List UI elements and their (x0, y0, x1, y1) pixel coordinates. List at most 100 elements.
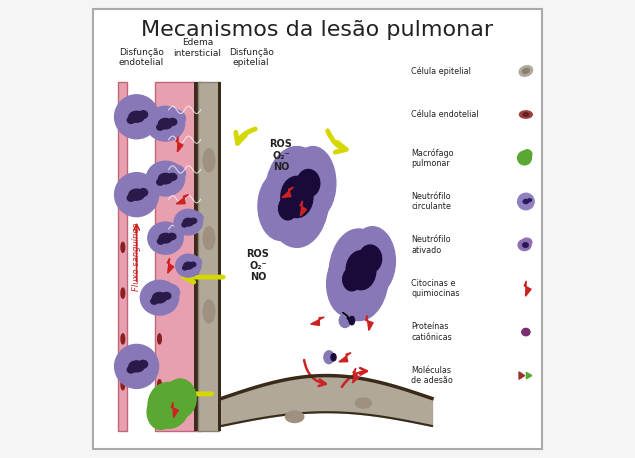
Ellipse shape (339, 314, 351, 327)
Ellipse shape (157, 380, 161, 390)
Ellipse shape (522, 328, 530, 336)
Polygon shape (177, 195, 189, 204)
Text: Célula endotelial: Célula endotelial (411, 110, 479, 119)
Circle shape (114, 95, 159, 139)
Ellipse shape (168, 174, 177, 180)
Ellipse shape (203, 227, 215, 250)
Ellipse shape (150, 123, 171, 138)
Text: Célula epitelial: Célula epitelial (411, 66, 471, 76)
Ellipse shape (127, 366, 135, 373)
Text: ROS
O₂⁻
NO: ROS O₂⁻ NO (246, 249, 269, 282)
Ellipse shape (203, 300, 215, 323)
Text: Neutrófilo
circulante: Neutrófilo circulante (411, 192, 451, 211)
Ellipse shape (174, 209, 203, 235)
Ellipse shape (147, 395, 175, 430)
Ellipse shape (157, 124, 164, 130)
Ellipse shape (258, 172, 304, 240)
Ellipse shape (183, 266, 187, 270)
Ellipse shape (121, 380, 124, 390)
Text: Fluxo sanguíneo: Fluxo sanguíneo (132, 222, 141, 291)
FancyBboxPatch shape (198, 82, 219, 431)
Ellipse shape (343, 268, 361, 291)
Ellipse shape (159, 174, 173, 184)
Ellipse shape (187, 212, 203, 225)
Ellipse shape (140, 280, 178, 315)
Text: Proteínas
catiônicas: Proteínas catiônicas (411, 322, 452, 342)
Ellipse shape (203, 149, 215, 172)
Ellipse shape (178, 265, 192, 275)
Ellipse shape (522, 238, 532, 246)
Ellipse shape (190, 218, 197, 224)
Ellipse shape (146, 106, 185, 141)
Ellipse shape (163, 225, 184, 241)
Ellipse shape (127, 195, 135, 201)
Text: Disfunção
endotelial: Disfunção endotelial (119, 48, 164, 67)
Ellipse shape (523, 200, 529, 204)
Text: Mecanismos da lesão pulmonar: Mecanismos da lesão pulmonar (142, 20, 493, 40)
Ellipse shape (121, 242, 124, 252)
Ellipse shape (129, 111, 144, 122)
Ellipse shape (157, 123, 161, 133)
Ellipse shape (326, 252, 368, 316)
Ellipse shape (144, 297, 164, 312)
Ellipse shape (359, 245, 382, 273)
Ellipse shape (184, 262, 193, 269)
Polygon shape (525, 281, 531, 296)
Ellipse shape (129, 361, 144, 372)
Ellipse shape (127, 117, 135, 123)
Ellipse shape (349, 227, 396, 295)
Ellipse shape (139, 360, 147, 368)
Ellipse shape (148, 382, 189, 428)
Ellipse shape (157, 239, 164, 244)
Ellipse shape (297, 169, 320, 197)
Polygon shape (171, 402, 178, 418)
Ellipse shape (163, 110, 185, 127)
Ellipse shape (518, 151, 531, 165)
Ellipse shape (177, 222, 192, 233)
Ellipse shape (159, 119, 173, 129)
Polygon shape (311, 317, 324, 326)
Ellipse shape (324, 351, 334, 364)
Polygon shape (352, 368, 359, 383)
Ellipse shape (139, 111, 147, 119)
Ellipse shape (523, 69, 529, 73)
Circle shape (518, 193, 534, 210)
FancyBboxPatch shape (218, 82, 221, 431)
Text: Disfunção
epitelial: Disfunção epitelial (229, 48, 274, 67)
Ellipse shape (164, 379, 196, 418)
Ellipse shape (168, 234, 176, 240)
Ellipse shape (356, 398, 371, 408)
Ellipse shape (182, 223, 187, 227)
Ellipse shape (121, 288, 124, 298)
Ellipse shape (139, 189, 147, 196)
Ellipse shape (129, 189, 144, 200)
Text: Moléculas
de adesão: Moléculas de adesão (411, 366, 453, 385)
Ellipse shape (121, 123, 124, 133)
Ellipse shape (523, 150, 532, 159)
Text: Edema
intersticial: Edema intersticial (173, 38, 222, 58)
Ellipse shape (159, 234, 172, 243)
Polygon shape (167, 258, 174, 273)
Polygon shape (339, 353, 351, 362)
Polygon shape (366, 315, 373, 331)
Circle shape (114, 173, 159, 217)
Ellipse shape (176, 254, 201, 277)
Ellipse shape (190, 262, 196, 267)
Ellipse shape (121, 183, 124, 193)
Ellipse shape (157, 334, 161, 344)
Ellipse shape (157, 179, 164, 185)
Ellipse shape (187, 256, 201, 268)
Ellipse shape (163, 165, 185, 182)
Ellipse shape (184, 218, 194, 226)
Ellipse shape (519, 65, 533, 76)
FancyBboxPatch shape (194, 82, 197, 431)
Ellipse shape (281, 176, 313, 218)
Ellipse shape (279, 197, 297, 220)
Ellipse shape (519, 111, 532, 118)
Ellipse shape (329, 229, 389, 321)
Ellipse shape (148, 222, 183, 254)
Ellipse shape (157, 284, 180, 301)
Ellipse shape (349, 316, 354, 325)
Circle shape (114, 344, 159, 388)
Ellipse shape (290, 147, 336, 220)
